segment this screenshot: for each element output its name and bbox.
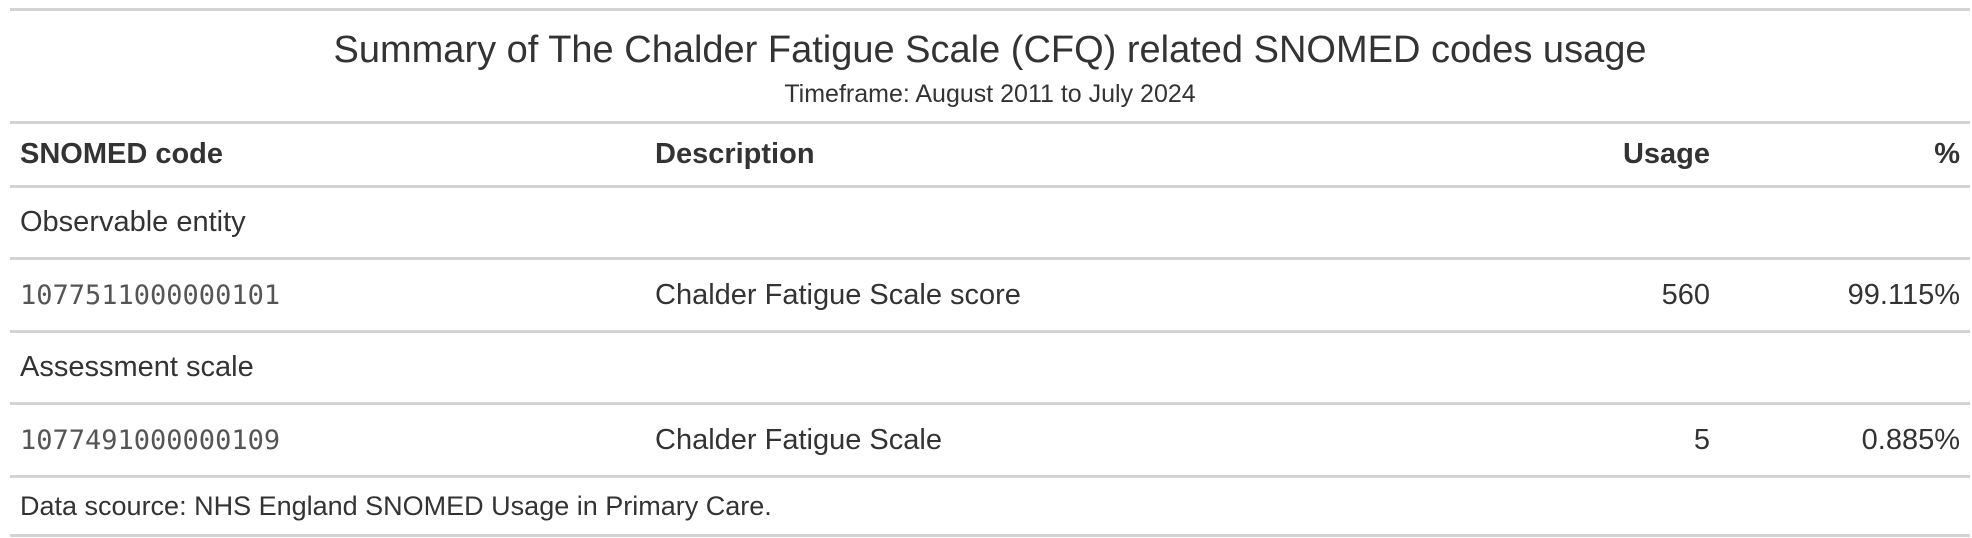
description-cell: Chalder Fatigue Scale score	[645, 258, 1345, 333]
group-label: Assessment scale	[10, 331, 1970, 405]
table-title: Summary of The Chalder Fatigue Scale (CF…	[333, 29, 1647, 71]
data-table: SNOMED code Description Usage % Observab…	[10, 124, 1970, 534]
column-header-description: Description	[645, 124, 1345, 188]
description-cell: Chalder Fatigue Scale	[645, 403, 1345, 478]
snomed-code-cell: 1077511000000101	[10, 258, 645, 333]
column-header-usage: Usage	[1345, 124, 1720, 188]
table-subtitle: Timeframe: August 2011 to July 2024	[784, 80, 1196, 108]
data-source-note: Data scource: NHS England SNOMED Usage i…	[20, 490, 772, 521]
usage-cell: 560	[1345, 258, 1720, 333]
group-row-observable-entity: Observable entity	[10, 186, 1970, 260]
table-row: 1077491000000109 Chalder Fatigue Scale 5…	[10, 403, 1970, 478]
percent-cell: 99.115%	[1720, 258, 1970, 333]
column-header-percent: %	[1720, 124, 1970, 188]
group-row-assessment-scale: Assessment scale	[10, 331, 1970, 405]
snomed-usage-table: Summary of The Chalder Fatigue Scale (CF…	[10, 8, 1970, 537]
table-heading: Summary of The Chalder Fatigue Scale (CF…	[10, 11, 1970, 124]
column-header-row: SNOMED code Description Usage %	[10, 124, 1970, 188]
source-footer-row: Data scource: NHS England SNOMED Usage i…	[10, 477, 1970, 535]
percent-cell: 0.885%	[1720, 403, 1970, 478]
usage-cell: 5	[1345, 403, 1720, 478]
snomed-code-cell: 1077491000000109	[10, 403, 645, 478]
group-label: Observable entity	[10, 186, 1970, 260]
column-header-code: SNOMED code	[10, 124, 645, 188]
table-row: 1077511000000101 Chalder Fatigue Scale s…	[10, 258, 1970, 333]
